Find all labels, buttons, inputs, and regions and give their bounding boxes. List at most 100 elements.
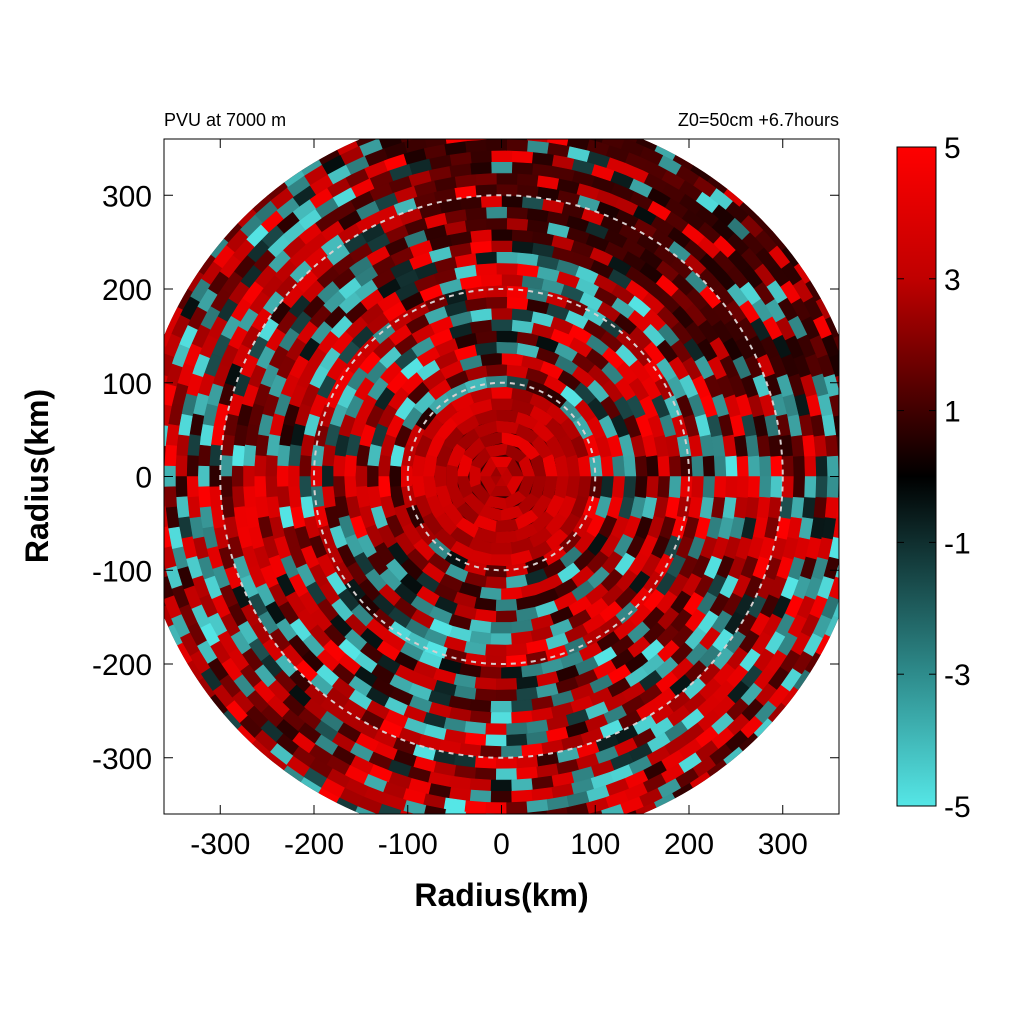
pv-cell (460, 117, 482, 130)
pv-cell (501, 745, 523, 759)
pv-cell (501, 194, 523, 208)
pv-cell (501, 352, 524, 367)
pv-cell (134, 527, 149, 549)
pv-cell (836, 496, 839, 519)
pv-cell (444, 139, 467, 144)
pv-cell (623, 476, 637, 499)
pv-cell (824, 496, 839, 519)
pv-cell (847, 373, 863, 396)
y-tick-label: 200 (102, 274, 152, 307)
pv-cell (469, 778, 492, 792)
pv-cell (490, 319, 513, 331)
pv-cell (542, 820, 564, 834)
pv-cell (358, 796, 383, 814)
pv-cell (475, 105, 496, 117)
pv-cell (668, 454, 682, 477)
pv-cell (276, 465, 289, 488)
pv-cell (713, 476, 727, 498)
pv-cell (490, 622, 513, 634)
pv-cell (469, 699, 492, 713)
pv-cell (454, 106, 476, 119)
pv-cell (490, 554, 513, 567)
pv-cell (506, 296, 529, 310)
pv-cell (474, 688, 497, 702)
pv-cell (485, 644, 508, 657)
colorbar-tick-label: 1 (944, 396, 961, 429)
pv-cell (736, 455, 750, 477)
pv-cell (490, 386, 513, 399)
pv-cell (242, 465, 255, 488)
pv-cell (134, 403, 149, 425)
pv-cell (400, 465, 413, 488)
pv-cell (264, 454, 278, 477)
pv-cell (423, 139, 447, 148)
pv-cell (826, 455, 839, 477)
pv-cell (495, 757, 518, 770)
pv-cell (813, 496, 828, 519)
pv-cell (164, 424, 169, 447)
pv-cell (770, 455, 784, 477)
pv-cell (460, 823, 482, 836)
pv-cell (439, 820, 461, 834)
pv-cell (389, 465, 402, 488)
pv-cell (680, 455, 694, 477)
pv-cell (511, 699, 534, 713)
pv-cell (841, 353, 858, 376)
pv-cell (495, 408, 519, 423)
pv-cell (164, 506, 169, 529)
pv-cell (174, 455, 188, 477)
pv-cell (546, 139, 570, 146)
pv-cell (490, 161, 513, 174)
pv-cell (332, 455, 346, 477)
pv-cell (815, 455, 829, 477)
pv-cell (253, 455, 267, 477)
pv-cell (526, 139, 549, 143)
pv-cell (850, 456, 862, 477)
pv-cell (495, 251, 518, 264)
pv-cell (231, 465, 244, 488)
y-tick-label: 300 (102, 180, 152, 213)
pv-cell (231, 444, 245, 467)
x-tick-label: -100 (378, 828, 438, 861)
pv-cell (600, 454, 615, 477)
pv-cell (485, 285, 508, 298)
pv-cell (423, 805, 447, 814)
pv-cell (597, 119, 620, 136)
pv-cell (577, 114, 600, 130)
pv-cell (490, 240, 513, 253)
pv-cell (495, 768, 518, 781)
pv-cell (537, 832, 559, 846)
pv-cell (566, 802, 590, 814)
x-axis: -300 -200 -100 0 100 200 300 (190, 139, 808, 861)
pv-cell (838, 476, 839, 498)
pv-cell (164, 586, 166, 611)
pv-cell (747, 476, 761, 498)
pv-cell (197, 444, 211, 467)
pv-cell (343, 476, 357, 499)
pv-cell (164, 486, 166, 509)
pv-cell (833, 516, 839, 540)
pv-cell (506, 206, 528, 220)
pv-cell (490, 700, 513, 713)
pv-cell (845, 414, 859, 436)
pv-cell (144, 517, 158, 539)
pv-cell (506, 284, 529, 299)
pv-cell (516, 766, 539, 781)
pv-cell (208, 465, 221, 488)
pv-cell (691, 476, 705, 498)
pv-cell (646, 476, 660, 499)
pv-cell (164, 576, 175, 601)
pv-cell (859, 435, 872, 457)
pv-cell (506, 643, 529, 657)
pv-cell (725, 454, 739, 477)
x-tick-label: 300 (758, 828, 808, 861)
pv-cell (702, 454, 716, 477)
pv-cell (490, 779, 513, 792)
pv-cell (310, 465, 323, 488)
colorbar-tick-label: -3 (944, 659, 971, 692)
pv-cell (495, 678, 518, 691)
pv-cell (522, 117, 544, 130)
pv-cell (813, 434, 828, 457)
pv-cell (759, 476, 772, 498)
pv-cell (439, 119, 461, 133)
